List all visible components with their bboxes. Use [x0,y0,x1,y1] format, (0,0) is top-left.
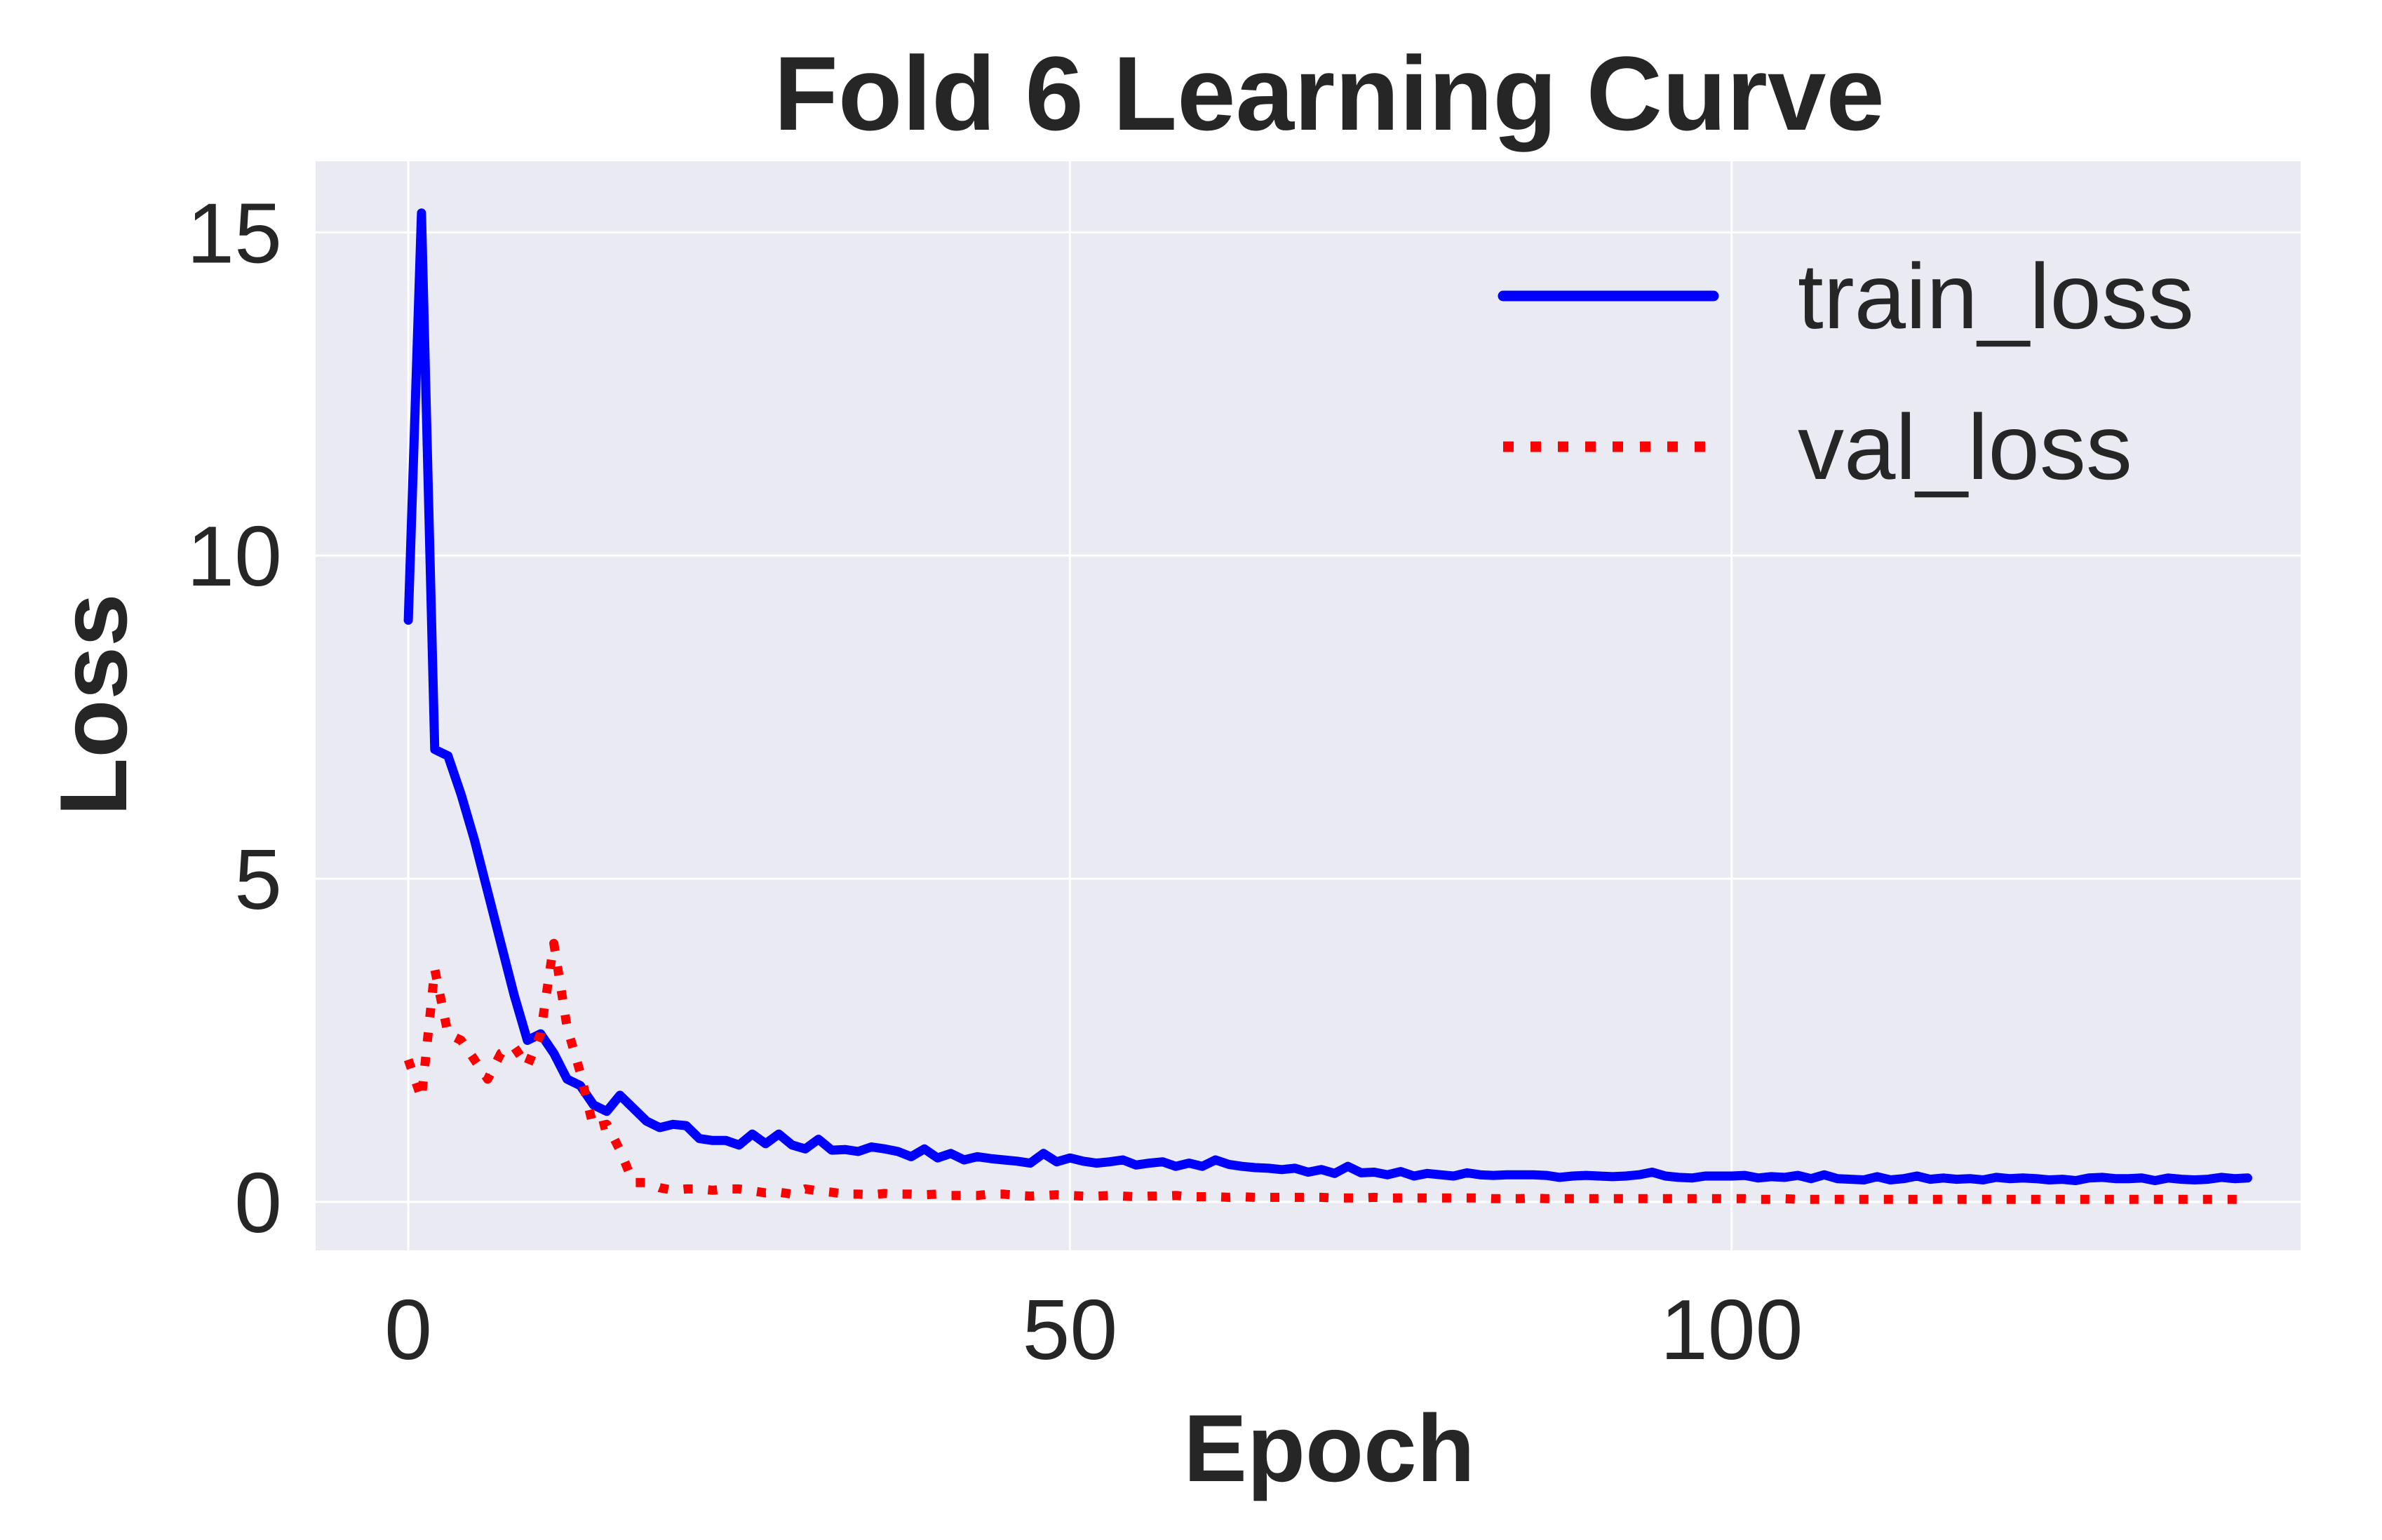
series-line-val-loss [403,938,2248,1204]
x-tick-label: 50 [1023,1282,1118,1377]
series-line-train-loss [403,208,2252,1185]
legend-label-val-loss: val_loss [1798,396,2132,499]
y-axis-label: Loss [40,593,147,816]
plot-area [316,161,2301,1250]
y-tick-label: 5 [234,832,282,927]
series-lines [403,208,2252,1204]
x-axis-label: Epoch [1183,1395,1475,1501]
tick-labels: 0 50 100 0 5 10 15 [187,185,1803,1377]
chart-title: Fold 6 Learning Curve [774,34,1885,152]
legend: train_loss val_loss [1498,245,2194,499]
legend-label-train-loss: train_loss [1798,245,2194,348]
y-tick-label: 15 [187,185,282,281]
x-tick-label: 100 [1660,1282,1803,1377]
y-tick-label: 10 [187,508,282,604]
x-tick-label: 0 [384,1282,432,1377]
y-tick-label: 0 [234,1155,282,1250]
grid-lines [316,161,2301,1250]
